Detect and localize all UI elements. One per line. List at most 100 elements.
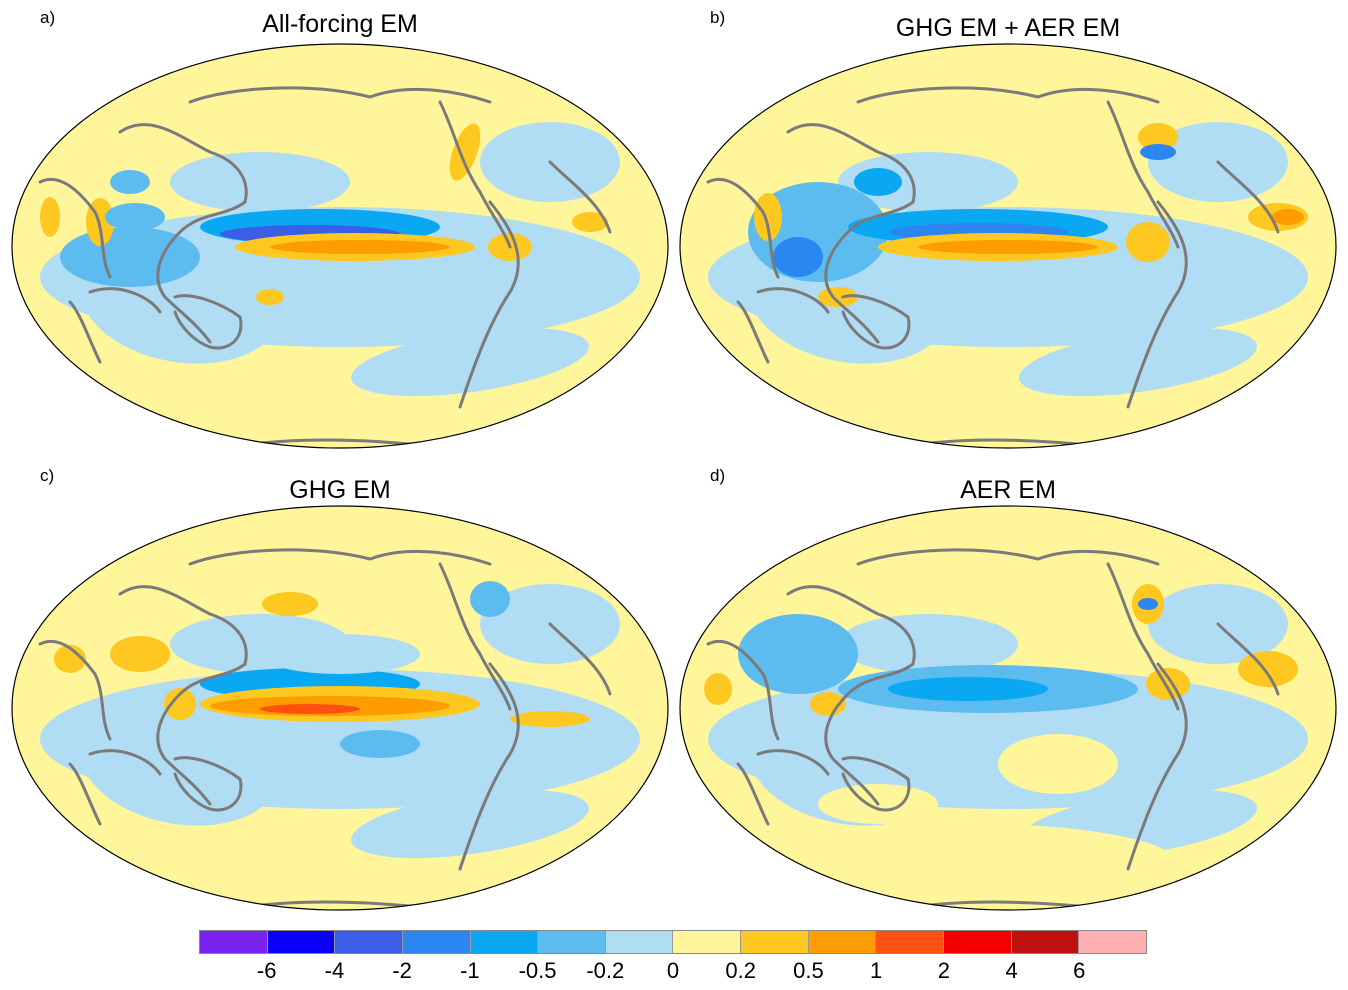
colorbar-tick-label: -0.2 [586,958,625,983]
coastline [188,548,492,566]
anomaly-region [340,730,420,758]
coastline [736,762,770,826]
coastline [88,749,162,776]
anomaly-region [838,614,1018,674]
coastline [1216,160,1280,234]
panel-letter: b) [710,8,726,27]
colorbar-swatch [741,931,809,953]
coastline [438,562,512,711]
panel-title: AER EM [960,476,1056,504]
anomaly-region [470,581,510,617]
anomaly-region [260,634,420,674]
anomaly-region [164,688,196,720]
coastline [756,749,830,776]
anomaly-region [778,824,1178,904]
map-a [11,43,669,449]
panel-title: GHG EM + AER EM [895,14,1121,42]
coastline [188,86,492,104]
anomaly-region [80,702,280,826]
coastline [438,100,512,249]
anomaly-region [1238,651,1298,687]
anomaly-region [773,237,823,277]
panel-letter: d) [710,466,726,485]
anomaly-region [110,170,150,194]
colorbar-tick-label: 0 [666,958,680,983]
anomaly-region [105,203,165,231]
coastline [68,300,102,364]
colorbar-swatch [335,931,403,953]
anomaly-region [888,677,1048,701]
coastline [824,200,915,344]
anomaly-region [754,193,782,241]
colorbar-swatch [402,931,471,953]
coastline [118,585,248,666]
anomaly-region [918,240,1098,254]
anomaly-region [1140,144,1176,160]
coastline [38,177,112,279]
map-b [679,43,1337,449]
map-c [11,505,669,911]
colorbar-labels: -6 -4 -2 -1 -0.5 -0.2 0 0.2 0.5 1 2 4 6 [199,958,1147,988]
anomaly-region [110,636,170,672]
coastline [173,294,243,350]
map-outline [679,505,1337,911]
anomaly-region [351,789,589,859]
colorbar-swatch [1011,931,1080,953]
colorbar [199,930,1147,954]
coastline [1216,622,1280,696]
colorbar-swatch [1079,931,1146,953]
anomaly-region [838,152,1018,212]
map-outline [11,505,669,911]
coastline [173,756,243,812]
colorbar-swatch [808,931,877,953]
coastline [756,287,830,314]
coastline [38,639,112,741]
map-outline [11,43,669,449]
anomaly-region [1146,668,1190,700]
anomaly-region [572,212,608,232]
anomaly-region [449,123,481,181]
anomaly-region [260,704,360,714]
colorbar-tick-label: -6 [256,958,277,983]
colorbar-swatch [876,931,945,953]
coastline [1106,100,1180,249]
coastline [548,160,612,234]
coastline [548,622,612,696]
colorbar-tick-label: 0.5 [793,958,824,983]
anomaly-region [738,614,858,694]
coastline [856,548,1160,566]
colorbar-tick-label: -1 [460,958,480,983]
coastline [156,200,247,344]
colorbar-swatch [538,931,606,953]
anomaly-region [810,692,846,716]
anomaly-region [854,168,902,196]
coastline [786,123,916,204]
colorbar-swatch [470,931,539,953]
colorbar-tick-label: 0.2 [725,958,756,983]
colorbar-swatch [267,931,336,953]
panel-title: GHG EM [289,476,391,504]
anomaly-region [54,645,86,673]
coastline [68,762,102,826]
anomaly-region [1138,598,1158,610]
colorbar-tick-label: -4 [324,958,345,983]
colorbar-swatch [605,931,674,953]
anomaly-region [1126,222,1170,262]
coastline [786,585,916,666]
map-d [679,505,1337,911]
anomaly-region [270,240,450,254]
anomaly-region [60,227,200,287]
coastline [88,287,162,314]
coastline [856,86,1160,104]
colorbar-swatch [944,931,1012,953]
anomaly-region [170,152,350,212]
anomaly-region [262,592,318,616]
anomaly-region [256,289,284,305]
coastline [458,662,520,871]
colorbar-tick-label: -0.5 [518,958,557,983]
coastline [156,662,247,806]
colorbar-tick-label: 4 [1005,958,1018,983]
colorbar-tick-label: -2 [392,958,412,983]
coastline [706,177,780,279]
colorbar-tick-label: 6 [1073,958,1086,983]
